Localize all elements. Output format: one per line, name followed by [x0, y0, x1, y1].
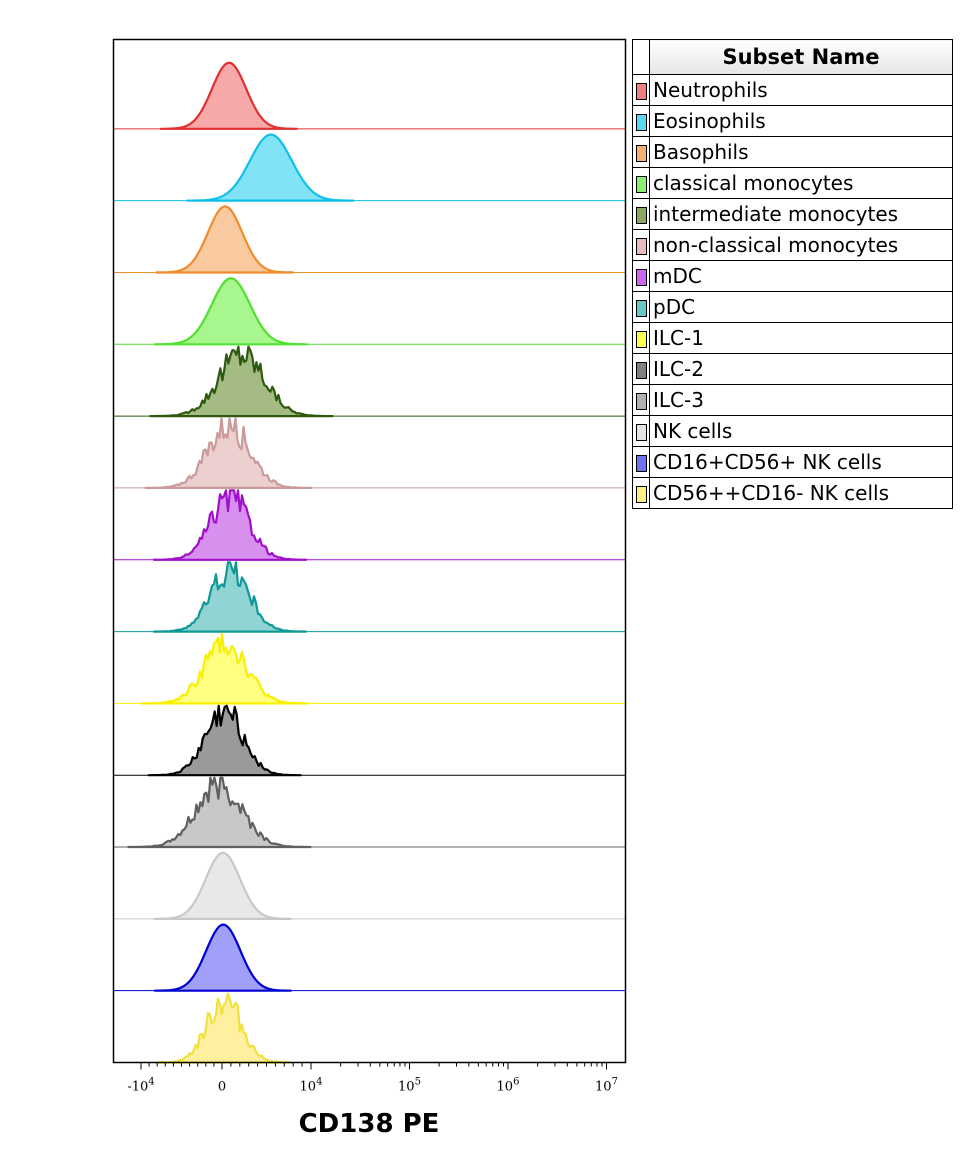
legend-row: Basophils	[632, 136, 953, 168]
histogram-area	[140, 632, 310, 705]
histogram-series-4	[113, 277, 626, 346]
histogram-area	[152, 489, 308, 561]
histogram-area	[155, 205, 294, 274]
histogram-series-8	[113, 561, 626, 633]
histogram-series-1	[113, 61, 626, 130]
legend-label: classical monocytes	[649, 167, 953, 199]
legend-swatch	[635, 113, 647, 131]
legend-row: non-classical monocytes	[632, 229, 953, 261]
legend-swatch	[635, 144, 647, 162]
histogram-area	[144, 417, 313, 489]
legend-label: NK cells	[649, 415, 953, 447]
legend-row: pDC	[632, 291, 953, 323]
legend-swatch-cell	[632, 74, 650, 106]
histogram-series-14	[113, 992, 626, 1064]
legend-swatch	[635, 175, 647, 193]
legend-row: Neutrophils	[632, 74, 953, 106]
legend-label: ILC-2	[649, 353, 953, 385]
legend-swatch	[635, 206, 647, 224]
x-tick-label: 107	[595, 1077, 618, 1095]
legend-row: mDC	[632, 260, 953, 292]
legend-swatch-cell	[632, 353, 650, 385]
legend-swatch-cell	[632, 477, 650, 509]
legend-swatch	[635, 392, 647, 410]
histogram-area	[152, 561, 308, 633]
legend-row: intermediate monocytes	[632, 198, 953, 230]
legend-swatch-cell	[632, 384, 650, 416]
x-tick-label: 105	[398, 1077, 421, 1095]
legend-swatch	[635, 454, 647, 472]
legend-label: Neutrophils	[649, 74, 953, 106]
legend-row: classical monocytes	[632, 167, 953, 199]
legend-label: Basophils	[649, 136, 953, 168]
histogram-series-11	[113, 776, 626, 849]
x-axis-title: CD138 PE	[299, 1109, 440, 1139]
histogram-series-5	[113, 345, 626, 418]
legend-swatch	[635, 299, 647, 317]
x-tick-label: -104	[127, 1077, 154, 1095]
x-tick-label: 0	[218, 1080, 226, 1095]
legend-swatch-cell	[632, 136, 650, 168]
legend-swatch-cell	[632, 291, 650, 323]
histogram-area	[149, 345, 334, 418]
legend: Subset Name Neutrophils Eosinophils Basoph…	[632, 39, 953, 509]
histogram-series-13	[113, 923, 626, 992]
histogram-series-7	[113, 489, 626, 561]
histogram-area	[186, 133, 355, 202]
legend-row: ILC-2	[632, 353, 953, 385]
legend-swatch-cell	[632, 167, 650, 199]
legend-header: Subset Name	[649, 39, 953, 75]
legend-swatch-cell	[632, 322, 650, 354]
legend-label: pDC	[649, 291, 953, 323]
legend-label: intermediate monocytes	[649, 198, 953, 230]
legend-swatch-cell	[632, 415, 650, 447]
legend-label: CD16+CD56+ NK cells	[649, 446, 953, 478]
histogram-area	[159, 61, 298, 130]
legend-row: ILC-3	[632, 384, 953, 416]
legend-swatch-cell	[632, 105, 650, 137]
legend-label: ILC-3	[649, 384, 953, 416]
legend-swatch	[635, 485, 647, 503]
legend-row: CD16+CD56+ NK cells	[632, 446, 953, 478]
legend-swatch	[635, 82, 647, 100]
legend-label: mDC	[649, 260, 953, 292]
legend-row: NK cells	[632, 415, 953, 447]
plot-frame	[112, 38, 627, 1064]
histogram-area	[153, 923, 292, 992]
histogram-series-3	[113, 205, 626, 274]
legend-row: Eosinophils	[632, 105, 953, 137]
legend-row: CD56++CD16- NK cells	[632, 477, 953, 509]
histogram-series-2	[113, 133, 626, 202]
legend-swatch-cell	[632, 260, 650, 292]
histogram-area	[153, 851, 292, 920]
legend-swatch	[635, 330, 647, 348]
legend-swatch-cell	[632, 229, 650, 261]
histogram-series-6	[113, 417, 626, 489]
x-axis: -104 0 104 105 106 107	[127, 1062, 618, 1095]
histogram-series-12	[113, 851, 626, 920]
legend-label: non-classical monocytes	[649, 229, 953, 261]
histogram-area	[153, 277, 308, 346]
legend-label: Eosinophils	[649, 105, 953, 137]
legend-label: CD56++CD16- NK cells	[649, 477, 953, 509]
histogram-lanes	[113, 61, 626, 1064]
legend-row: ILC-1	[632, 322, 953, 354]
histogram-series-9	[113, 632, 626, 705]
legend-swatch-cell	[632, 446, 650, 478]
histogram-series-10	[113, 704, 626, 777]
legend-swatch	[635, 237, 647, 255]
legend-swatch	[635, 423, 647, 441]
legend-label: ILC-1	[649, 322, 953, 354]
legend-swatch	[635, 268, 647, 286]
histogram-area	[127, 776, 312, 849]
legend-swatch	[635, 361, 647, 379]
legend-swatch-cell	[632, 198, 650, 230]
x-tick-label: 106	[497, 1077, 520, 1095]
histogram-area	[154, 992, 293, 1064]
legend-header-swatch	[632, 39, 650, 75]
histogram-area	[147, 704, 302, 777]
x-tick-label: 104	[300, 1077, 323, 1095]
